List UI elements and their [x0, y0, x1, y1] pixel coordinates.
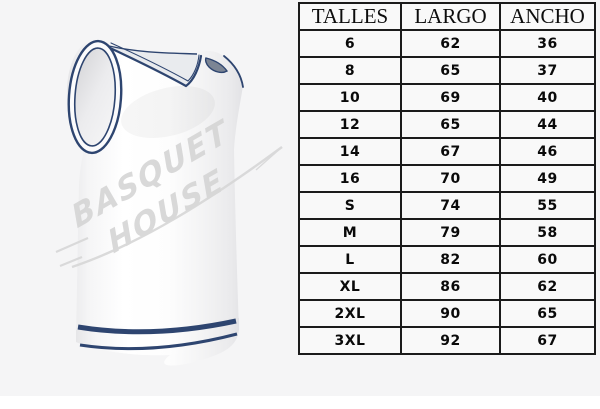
size-row: S 74 55: [298, 191, 596, 220]
largo-cell: 79: [400, 218, 501, 247]
back-collar-trim: [108, 45, 198, 55]
ancho-cell: 49: [499, 164, 596, 193]
left-armhole-ring: [67, 39, 123, 155]
size-row: 10 69 40: [298, 83, 596, 112]
size-row: 16 70 49: [298, 164, 596, 193]
talle-cell: S: [298, 191, 402, 220]
hem-stripe-lower: [79, 332, 238, 351]
size-row: L 82 60: [298, 245, 596, 274]
largo-cell: 65: [400, 56, 501, 85]
largo-cell: 67: [400, 137, 501, 166]
talle-cell: 10: [298, 83, 402, 112]
size-row: 6 62 36: [298, 29, 596, 58]
neckline-trim-outer: [106, 45, 203, 88]
neck-opening: [109, 46, 198, 86]
size-row: 14 67 46: [298, 137, 596, 166]
size-row: XL 86 62: [298, 272, 596, 301]
right-armhole-trim: [223, 55, 244, 88]
hem-stripe-upper: [77, 318, 237, 335]
talle-cell: 14: [298, 137, 402, 166]
watermark-swoosh: [71, 146, 283, 269]
ancho-cell: 58: [499, 218, 596, 247]
header-largo: LARGO: [400, 2, 501, 31]
largo-cell: 82: [400, 245, 501, 274]
talle-cell: 6: [298, 29, 402, 58]
right-armhole-opening: [204, 57, 229, 74]
largo-cell: 74: [400, 191, 501, 220]
watermark-swoosh-tip: [255, 146, 283, 171]
ancho-cell: 40: [499, 83, 596, 112]
jersey-product-image: BASQUET HOUSE: [55, 39, 283, 366]
talle-cell: 12: [298, 110, 402, 139]
header-ancho: ANCHO: [499, 2, 596, 31]
largo-cell: 70: [400, 164, 501, 193]
ancho-cell: 46: [499, 137, 596, 166]
largo-cell: 62: [400, 29, 501, 58]
largo-cell: 92: [400, 326, 501, 355]
ancho-cell: 37: [499, 56, 596, 85]
talle-cell: L: [298, 245, 402, 274]
watermark-dash-2: [59, 255, 83, 268]
talle-cell: 3XL: [298, 326, 402, 355]
size-row: 2XL 90 65: [298, 299, 596, 328]
size-chart-table: TALLES LARGO ANCHO 6 62 36 8 65 37 10 69…: [298, 2, 596, 355]
largo-cell: 69: [400, 83, 501, 112]
size-row: M 79 58: [298, 218, 596, 247]
largo-cell: 65: [400, 110, 501, 139]
size-chart-header-row: TALLES LARGO ANCHO: [298, 2, 596, 31]
ancho-cell: 36: [499, 29, 596, 58]
talle-cell: M: [298, 218, 402, 247]
ancho-cell: 62: [499, 272, 596, 301]
watermark-dash-1: [55, 236, 89, 254]
size-row: 12 65 44: [298, 110, 596, 139]
ancho-cell: 55: [499, 191, 596, 220]
ancho-cell: 44: [499, 110, 596, 139]
header-talles: TALLES: [298, 2, 402, 31]
talle-cell: 8: [298, 56, 402, 85]
talle-cell: 2XL: [298, 299, 402, 328]
ancho-cell: 65: [499, 299, 596, 328]
size-row: 3XL 92 67: [298, 326, 596, 355]
size-row: 8 65 37: [298, 56, 596, 85]
ancho-cell: 67: [499, 326, 596, 355]
neckline-trim-inner: [110, 42, 200, 82]
ancho-cell: 60: [499, 245, 596, 274]
talle-cell: XL: [298, 272, 402, 301]
largo-cell: 90: [400, 299, 501, 328]
largo-cell: 86: [400, 272, 501, 301]
talle-cell: 16: [298, 164, 402, 193]
